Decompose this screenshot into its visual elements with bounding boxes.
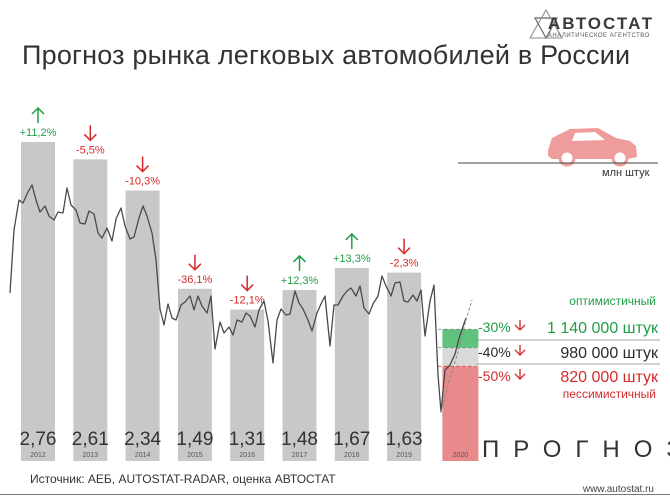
scenario-change: -50% [478, 368, 511, 384]
source-note: Источник: АЕБ, AUTOSTAT-RADAR, оценка АВ… [30, 472, 336, 486]
bar-value-label: 2,76 [20, 429, 57, 450]
arrow-up-icon [31, 106, 45, 123]
year-label-forecast: 2020 [453, 452, 469, 459]
monthly-sales-line [9, 184, 467, 413]
change-label: -36,1% [177, 274, 212, 286]
bar-value-label: 1,31 [229, 429, 266, 450]
bar-2013 [73, 159, 108, 461]
year-label: 2016 [239, 452, 255, 459]
bar-value-label: 1,49 [176, 429, 213, 450]
bar-2012 [21, 142, 55, 461]
arrow-head [514, 349, 526, 356]
bar-value-label: 2,61 [72, 429, 109, 450]
arrow-head [31, 106, 45, 115]
change-label: +11,2% [20, 127, 57, 139]
bar-value-label: 2,34 [124, 429, 161, 450]
scenario-value: 1 140 000 штук [547, 320, 659, 337]
year-label: 2017 [292, 452, 308, 459]
arrow-down-icon [514, 320, 526, 331]
arrow-down-icon [136, 156, 150, 173]
scenario-change: -30% [478, 319, 511, 335]
arrow-down-icon [188, 254, 202, 271]
arrow-down-icon [240, 275, 254, 292]
change-label: -12,1% [230, 295, 265, 307]
car-window [572, 132, 605, 141]
scenario-name-pessimistic: пессимистичный [563, 387, 656, 401]
footer-divider [0, 494, 670, 495]
change-label: -2,3% [390, 258, 419, 270]
year-label: 2012 [30, 452, 46, 459]
arrow-head [136, 165, 150, 173]
arrow-head [188, 263, 202, 271]
arrow-head [345, 232, 359, 241]
brand-logo: АВТОСТАТ АНАЛИТИЧЕСКОЕ АГЕНТСТВО [548, 14, 654, 39]
arrow-head [514, 324, 526, 331]
arrow-down-icon [397, 238, 411, 255]
change-label: -5,5% [76, 144, 105, 156]
car-wheel-rear [611, 149, 629, 167]
arrow-head [240, 284, 254, 292]
year-label: 2015 [187, 452, 203, 459]
arrow-head [83, 133, 97, 142]
bar-2016 [230, 309, 265, 461]
unit-label: млн штук [602, 167, 650, 179]
scenario-change: -40% [478, 344, 511, 360]
change-label: -10,3% [125, 176, 160, 188]
arrow-head [397, 247, 411, 255]
year-label: 2019 [396, 452, 412, 459]
logo-mark-icon [529, 8, 563, 40]
arrow-down-icon [514, 345, 526, 356]
scenario-value: 980 000 штук [560, 345, 659, 362]
website-link[interactable]: www.autostat.ru [582, 484, 654, 495]
bar-value-label: 1,48 [281, 429, 318, 450]
forecast-label: ПРОГНОЗ [482, 436, 670, 463]
scenario-name-optimistic: оптимистичный [569, 294, 656, 308]
page-title: Прогноз рынка легковых автомобилей в Рос… [22, 40, 631, 70]
bar-2017 [282, 289, 317, 461]
change-label: +13,3% [333, 253, 371, 265]
arrow-head [292, 254, 307, 263]
brand-name: АВТОСТАТ [547, 14, 654, 33]
arrow-head [514, 373, 526, 380]
forecast-bar-optimistic [442, 329, 479, 348]
year-label: 2018 [344, 452, 360, 459]
change-label: +12,3% [281, 275, 319, 287]
arrow-down-icon [83, 125, 97, 142]
year-label: 2014 [135, 452, 151, 459]
logo-triangle-outer [529, 8, 563, 39]
scenario-value: 820 000 штук [560, 369, 659, 386]
logo-triangle [533, 17, 559, 40]
forecast-bar-pessimistic [442, 366, 479, 461]
brand-subtitle: АНАЛИТИЧЕСКОЕ АГЕНТСТВО [547, 33, 650, 39]
car-icon [548, 128, 637, 167]
arrow-up-icon [292, 254, 307, 271]
car-wheel-front [558, 149, 576, 167]
bar-2019 [387, 272, 422, 461]
arrow-down-icon [514, 369, 526, 380]
year-label: 2013 [83, 452, 99, 459]
bar-value-label: 1,67 [333, 429, 370, 450]
bar-2015 [177, 288, 212, 461]
bar-2014 [125, 190, 160, 462]
forecast-bar-base [442, 347, 479, 367]
forecast-dashed-line [440, 299, 473, 413]
bar-value-label: 1,63 [386, 429, 423, 450]
arrow-up-icon [345, 232, 359, 249]
